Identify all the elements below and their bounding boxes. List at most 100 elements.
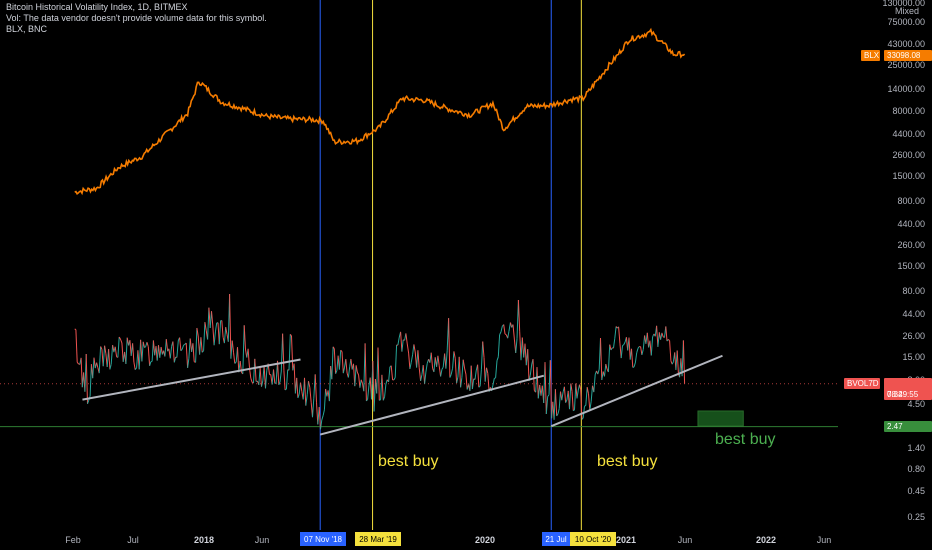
bvol-segment <box>377 347 380 401</box>
bvol-segment <box>118 336 122 340</box>
bvol-segment <box>600 337 603 380</box>
bvol-segment <box>646 332 650 348</box>
bvol-segment <box>342 367 345 374</box>
bvol-segment <box>461 359 464 378</box>
y-tick-label: 1500.00 <box>892 171 925 181</box>
bvol-segment <box>385 379 388 385</box>
overlay-symbol: BLX, BNC <box>6 24 48 34</box>
bvol-segment <box>656 325 659 347</box>
chart-title: Bitcoin Historical Volatility Index, 1D,… <box>6 2 188 12</box>
bvol-segment <box>593 374 596 393</box>
x-marker-badge: 07 Nov '18 <box>300 532 346 546</box>
bvol-segment <box>134 367 138 370</box>
drawing-overlay: best buy best buy best buy <box>82 354 775 470</box>
bvol-segment <box>470 365 473 390</box>
bvol-segment <box>142 341 145 348</box>
y-tick-label: 44.00 <box>902 309 925 319</box>
bvol-segment <box>247 348 250 368</box>
bvol-segment <box>430 352 434 369</box>
bvol-segment <box>620 345 623 359</box>
x-marker-bg <box>542 532 570 546</box>
bvol-segment <box>460 377 463 388</box>
vertical-markers <box>0 0 838 530</box>
bvol-segment <box>144 346 147 348</box>
bvol-segment <box>102 345 106 367</box>
y-tick-label: 150.00 <box>897 261 925 271</box>
bvol-segment <box>322 409 325 416</box>
y-tick-label: 800.00 <box>897 196 925 206</box>
bvol-segment <box>316 402 319 425</box>
y-tick-label: 80.00 <box>902 286 925 296</box>
bvol-segment <box>213 331 216 346</box>
bvol-segment <box>628 337 631 360</box>
bvol-segment <box>223 327 227 344</box>
best-buy-zone <box>697 410 744 427</box>
bvol-segment <box>604 364 607 377</box>
bvol-segment <box>283 370 286 391</box>
blx-price-series <box>74 27 686 196</box>
bvol-segment <box>312 398 315 418</box>
blx-value-badge-bg <box>884 50 932 61</box>
bvol-segment <box>109 364 112 370</box>
x-tick-label: Jun <box>255 535 270 545</box>
bvol-segment <box>496 356 499 361</box>
bvol-segment <box>607 344 611 373</box>
y-tick-label: 440.00 <box>897 219 925 229</box>
bvol-segment <box>453 351 456 359</box>
best-buy-label-zone: best buy <box>715 431 775 448</box>
bvol-segment <box>422 365 426 384</box>
bvol-segment <box>448 318 451 378</box>
blx-value-badge: 33098.08 <box>884 50 932 61</box>
bvol-segment <box>636 348 639 353</box>
bvol-segment <box>515 338 518 353</box>
bvol-segment <box>151 340 154 362</box>
y-tick-label: 1.40 <box>907 443 925 453</box>
x-axis: Feb Jul 2018 Jun 2020 2021 Jun 2022 Jun 07 Nov '1… <box>65 532 831 546</box>
bvol-segment <box>181 344 185 350</box>
bvol-segment <box>273 369 276 384</box>
bvol-segment <box>187 358 190 368</box>
bvol-segment <box>613 338 616 349</box>
bvol-segment <box>293 363 296 394</box>
bvol-segment <box>308 381 311 388</box>
bvol-segment <box>507 331 510 339</box>
bvol-segment <box>80 357 83 388</box>
bvol-segment <box>152 340 156 356</box>
bvol-segment <box>454 358 458 384</box>
bvol-segment <box>660 332 663 340</box>
bvol-segment <box>296 377 299 398</box>
trendline-2018-2020 <box>319 374 545 436</box>
bvol-segment <box>642 335 646 350</box>
bvol-segment <box>320 419 323 430</box>
bvol-segment <box>233 352 236 364</box>
bvol-segment <box>263 365 266 389</box>
bvol-segment <box>331 346 334 380</box>
trendline-2020-2021 <box>550 354 723 428</box>
bvol-segment <box>561 391 564 401</box>
bvol-segment <box>445 350 448 369</box>
best-buy-label-2019: best buy <box>378 453 438 470</box>
chart-legend: Bitcoin Historical Volatility Index, 1D,… <box>6 2 267 35</box>
bvol-segment <box>211 311 214 326</box>
bvol-segment <box>278 381 281 386</box>
bvol-segment <box>298 382 301 395</box>
bvol-segment <box>462 359 466 369</box>
bvol-segment <box>359 379 362 388</box>
x-marker-text: 10 Oct '20 <box>575 535 612 544</box>
bvol-segment <box>471 378 475 390</box>
bvol-segment <box>420 374 423 382</box>
x-tick-label: Feb <box>65 535 81 545</box>
x-marker-bg <box>300 532 346 546</box>
bvol-segment <box>179 337 182 351</box>
bvol-segment <box>304 377 307 406</box>
x-marker-badge: 10 Oct '20 <box>570 532 616 546</box>
bvol-segment <box>323 388 327 410</box>
bvol-segment <box>160 346 163 355</box>
bvol-segment <box>279 370 282 383</box>
bvol-segment <box>358 375 361 388</box>
y-tick-label: 8000.00 <box>892 106 925 116</box>
bvol-segment <box>373 378 376 412</box>
bvol-segment <box>192 343 195 362</box>
bvol-segment <box>413 344 416 353</box>
